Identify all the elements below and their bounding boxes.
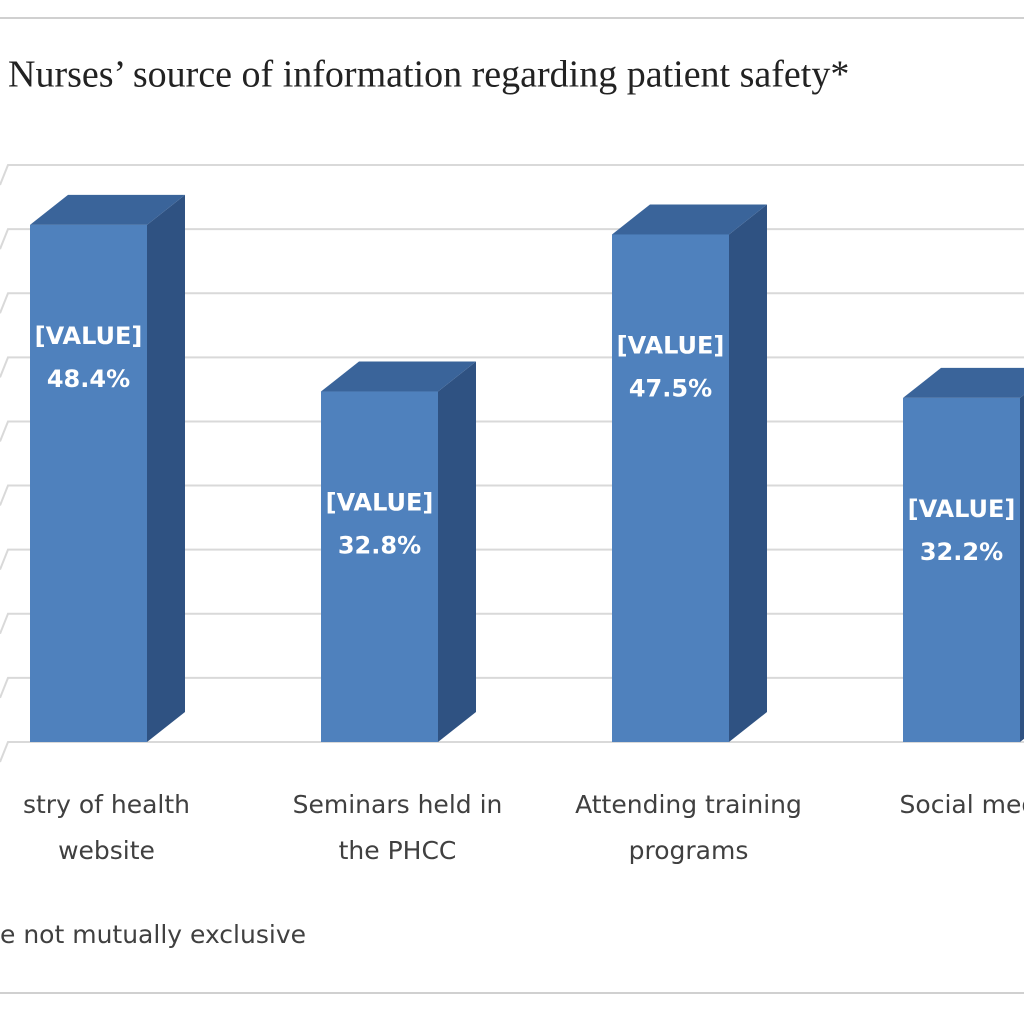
bar <box>30 224 147 742</box>
value-label: [VALUE] <box>326 489 434 517</box>
value-label: [VALUE] <box>35 322 143 350</box>
bar-side <box>147 194 185 742</box>
x-tick-label: stry of health <box>23 790 190 819</box>
value-label: [VALUE] <box>617 331 725 359</box>
value-label: 32.2% <box>920 538 1003 566</box>
bar-top <box>903 367 1024 398</box>
x-tick-label: Seminars held in <box>293 790 503 819</box>
value-label: 32.8% <box>338 532 421 560</box>
bar-top <box>612 204 767 235</box>
x-tick-label: Attending training <box>575 790 802 819</box>
chart-title: Nurses’ source of information regarding … <box>8 54 849 96</box>
footnote: e not mutually exclusive <box>0 920 306 949</box>
value-label: 48.4% <box>47 365 130 393</box>
bar <box>612 234 729 742</box>
x-tick-label: Social media <box>900 790 1024 819</box>
bar <box>903 397 1020 742</box>
bar-top <box>321 361 476 392</box>
x-tick-label: website <box>58 836 155 865</box>
bar <box>321 391 438 742</box>
bar-side <box>438 361 476 742</box>
bar-side <box>1020 394 1024 742</box>
x-tick-label: programs <box>629 836 749 865</box>
grid-line <box>0 741 1024 763</box>
bar-top <box>30 194 185 225</box>
grid-line <box>0 164 1024 186</box>
x-tick-label: the PHCC <box>339 836 457 865</box>
value-label: 47.5% <box>629 374 712 402</box>
value-label: [VALUE] <box>908 495 1016 523</box>
bar-side <box>729 204 767 742</box>
